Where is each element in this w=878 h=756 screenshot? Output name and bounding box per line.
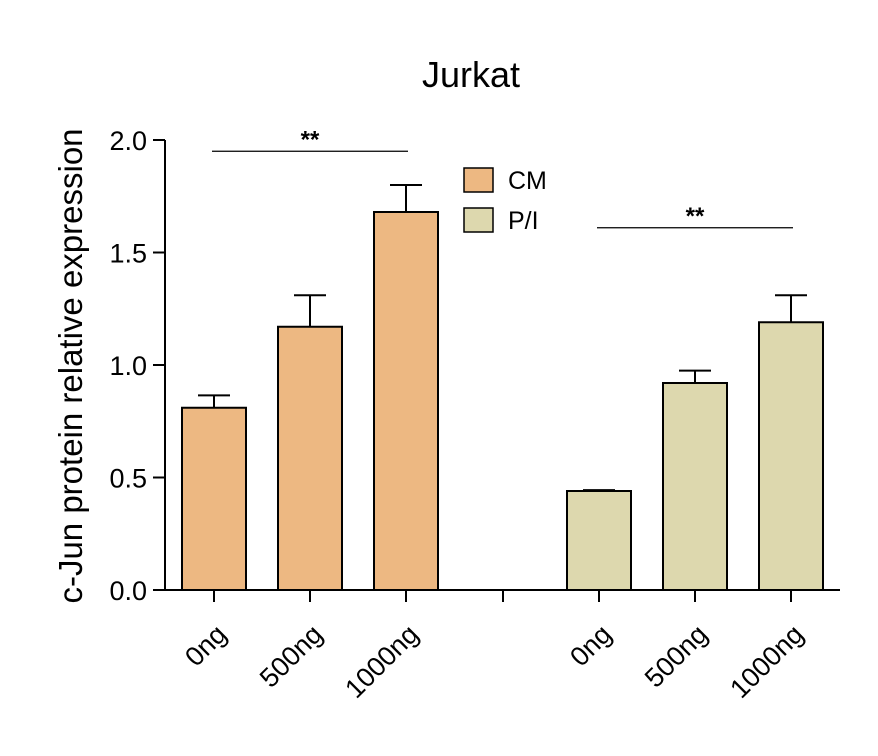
x-tick-label: 500ng	[639, 619, 713, 693]
legend-label-pi: P/I	[508, 207, 539, 235]
x-tick-label: 0ng	[564, 619, 617, 672]
bar-cm-500ng	[277, 325, 343, 591]
legend-label-cm: CM	[508, 167, 547, 195]
bar-cm-1000ng	[373, 211, 439, 591]
chart-title: Jurkat	[422, 54, 520, 95]
bar-pi-0ng	[566, 490, 632, 591]
y-tick-label: 0.0	[109, 576, 147, 606]
x-tick-label: 1000ng	[339, 619, 424, 704]
y-tick-label: 1.0	[109, 351, 147, 381]
x-tick-label: 500ng	[254, 619, 328, 693]
x-tick-label: 1000ng	[724, 619, 809, 704]
y-tick-label: 0.5	[109, 464, 147, 494]
significance-label: **	[686, 203, 705, 230]
significance-label: **	[301, 126, 320, 153]
bar-pi-1000ng	[758, 321, 824, 591]
legend: CM P/I	[463, 167, 547, 235]
y-tick-label: 1.5	[109, 239, 147, 269]
y-axis-label: c-Jun protein relative expression	[52, 128, 89, 603]
legend-swatch-pi	[463, 207, 494, 233]
bar-pi-500ng	[662, 382, 728, 591]
bar-cm-0ng	[181, 406, 247, 591]
y-tick-label: 2.0	[109, 126, 147, 156]
legend-swatch-cm	[463, 167, 494, 193]
x-tick-label: 0ng	[179, 619, 232, 672]
